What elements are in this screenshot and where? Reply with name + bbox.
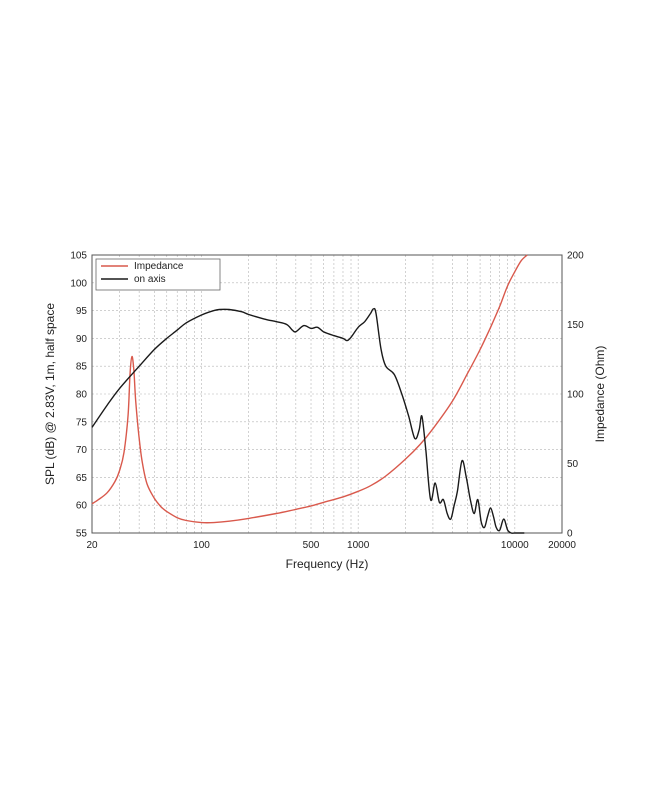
axis-ticks: 20 100 500 1000 10000 20000556065707580859095… xyxy=(70,251,584,552)
right-y-tick-label: 200 xyxy=(567,251,584,262)
left-y-tick-label: 80 xyxy=(76,390,88,401)
right-y-tick-label: 0 xyxy=(567,529,573,540)
left-y-tick-label: 85 xyxy=(76,362,88,373)
left-y-tick-label: 65 xyxy=(76,473,88,484)
x-tick-label: 1000 xyxy=(347,540,370,551)
right-y-axis-title: Impedance (Ohm) xyxy=(593,346,607,443)
x-tick-label: 20000 xyxy=(548,540,576,551)
x-axis-title: Frequency (Hz) xyxy=(286,557,369,571)
impedance-series-line xyxy=(91,254,528,524)
legend-label-impedance: Impedance xyxy=(134,261,184,272)
on-axis-series-line xyxy=(91,307,525,534)
legend: Impedance on axis xyxy=(95,258,221,291)
left-y-tick-label: 100 xyxy=(70,278,87,289)
left-y-tick-label: 70 xyxy=(76,445,88,456)
x-tick-label: 10000 xyxy=(501,540,529,551)
left-y-tick-label: 95 xyxy=(76,306,88,317)
left-y-tick-label: 75 xyxy=(76,417,88,428)
left-y-tick-label: 55 xyxy=(76,529,88,540)
grid xyxy=(92,255,562,533)
right-y-tick-label: 100 xyxy=(567,390,584,401)
plot-area xyxy=(91,254,563,534)
right-y-tick-label: 50 xyxy=(567,459,579,470)
x-tick-label: 500 xyxy=(303,540,320,551)
right-y-tick-label: 150 xyxy=(567,320,584,331)
x-tick-label: 100 xyxy=(193,540,210,551)
legend-label-on-axis: on axis xyxy=(134,274,166,285)
left-y-tick-label: 60 xyxy=(76,501,88,512)
left-y-tick-label: 105 xyxy=(70,251,87,262)
legend-box xyxy=(95,258,221,291)
left-y-axis-title: SPL (dB) @ 2.83V, 1m, half space xyxy=(43,303,57,485)
left-y-tick-label: 90 xyxy=(76,334,88,345)
x-tick-label: 20 xyxy=(86,540,98,551)
